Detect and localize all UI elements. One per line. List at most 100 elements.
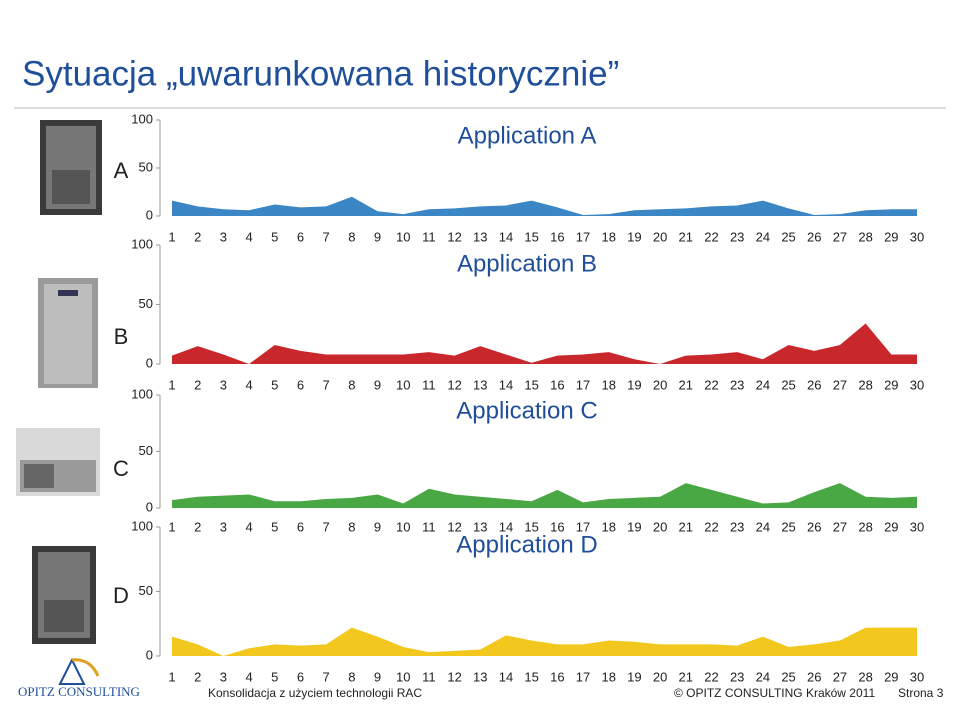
x-tick-label: 17 [576,229,590,244]
x-tick-label: 12 [447,229,461,244]
x-tick-label: 8 [348,229,355,244]
x-tick-label: 27 [833,377,847,392]
x-tick-label: 12 [447,377,461,392]
server-label: B [114,324,129,349]
x-tick-label: 13 [473,519,487,534]
server-label: D [113,583,129,608]
x-tick-label: 29 [884,519,898,534]
x-tick-label: 27 [833,519,847,534]
x-tick-label: 30 [910,377,924,392]
x-tick-label: 1 [168,377,175,392]
x-tick-label: 3 [220,229,227,244]
x-tick-label: 6 [297,519,304,534]
x-tick-label: 26 [807,669,821,684]
x-tick-label: 26 [807,377,821,392]
x-tick-label: 10 [396,669,410,684]
y-tick-label: 100 [131,518,153,533]
chart-title: Application D [456,531,597,558]
x-tick-label: 15 [524,669,538,684]
x-tick-label: 13 [473,377,487,392]
x-tick-label: 30 [910,519,924,534]
x-tick-label: 23 [730,669,744,684]
x-tick-label: 2 [194,519,201,534]
x-tick-label: 1 [168,519,175,534]
x-tick-label: 20 [653,229,667,244]
x-tick-label: 3 [220,519,227,534]
y-tick-label: 100 [131,236,153,251]
x-tick-label: 5 [271,519,278,534]
x-tick-label: 3 [220,669,227,684]
x-tick-label: 28 [858,519,872,534]
x-tick-label: 26 [807,519,821,534]
x-tick-label: 22 [704,229,718,244]
x-tick-label: 30 [910,669,924,684]
x-tick-label: 9 [374,669,381,684]
x-tick-label: 8 [348,669,355,684]
x-tick-label: 6 [297,229,304,244]
y-tick-label: 0 [146,647,153,662]
x-tick-label: 14 [499,377,513,392]
x-tick-label: 20 [653,377,667,392]
x-tick-label: 9 [374,229,381,244]
y-tick-label: 100 [131,386,153,401]
x-tick-label: 18 [601,377,615,392]
x-tick-label: 23 [730,519,744,534]
x-tick-label: 18 [601,229,615,244]
server-c [16,428,100,496]
x-tick-label: 4 [245,669,252,684]
x-tick-label: 16 [550,377,564,392]
x-tick-label: 4 [245,377,252,392]
x-tick-label: 25 [781,669,795,684]
x-tick-label: 14 [499,519,513,534]
x-tick-label: 5 [271,669,278,684]
x-tick-label: 8 [348,377,355,392]
area [172,323,917,364]
x-tick-label: 24 [756,377,770,392]
area [172,196,917,216]
x-tick-label: 7 [323,519,330,534]
chart-title: Application B [457,250,597,277]
server-b [38,278,98,388]
x-tick-label: 18 [601,519,615,534]
x-tick-label: 19 [627,669,641,684]
x-tick-label: 28 [858,377,872,392]
x-tick-label: 7 [323,669,330,684]
x-tick-label: 9 [374,377,381,392]
y-tick-label: 50 [139,159,153,174]
x-tick-label: 1 [168,669,175,684]
x-tick-label: 10 [396,377,410,392]
area [172,627,917,656]
server-label: A [114,158,129,183]
server-a [40,120,102,215]
x-tick-label: 2 [194,377,201,392]
x-tick-label: 30 [910,229,924,244]
x-tick-label: 23 [730,229,744,244]
area [172,483,917,508]
x-tick-label: 13 [473,669,487,684]
x-tick-label: 6 [297,669,304,684]
x-tick-label: 21 [679,377,693,392]
x-tick-label: 19 [627,229,641,244]
y-tick-label: 50 [139,583,153,598]
x-tick-label: 20 [653,669,667,684]
x-tick-label: 14 [499,229,513,244]
x-tick-label: 11 [422,669,436,684]
x-tick-label: 19 [627,519,641,534]
x-tick-label: 26 [807,229,821,244]
x-tick-label: 21 [679,669,693,684]
x-tick-label: 3 [220,377,227,392]
x-tick-label: 10 [396,519,410,534]
x-tick-label: 21 [679,519,693,534]
x-tick-label: 4 [245,229,252,244]
x-tick-label: 25 [781,229,795,244]
x-tick-label: 22 [704,669,718,684]
x-tick-label: 21 [679,229,693,244]
x-tick-label: 24 [756,669,770,684]
x-tick-label: 14 [499,669,513,684]
x-tick-label: 15 [524,229,538,244]
x-tick-label: 22 [704,519,718,534]
x-tick-label: 17 [576,669,590,684]
x-tick-label: 16 [550,229,564,244]
y-tick-label: 0 [146,499,153,514]
x-tick-label: 17 [576,519,590,534]
